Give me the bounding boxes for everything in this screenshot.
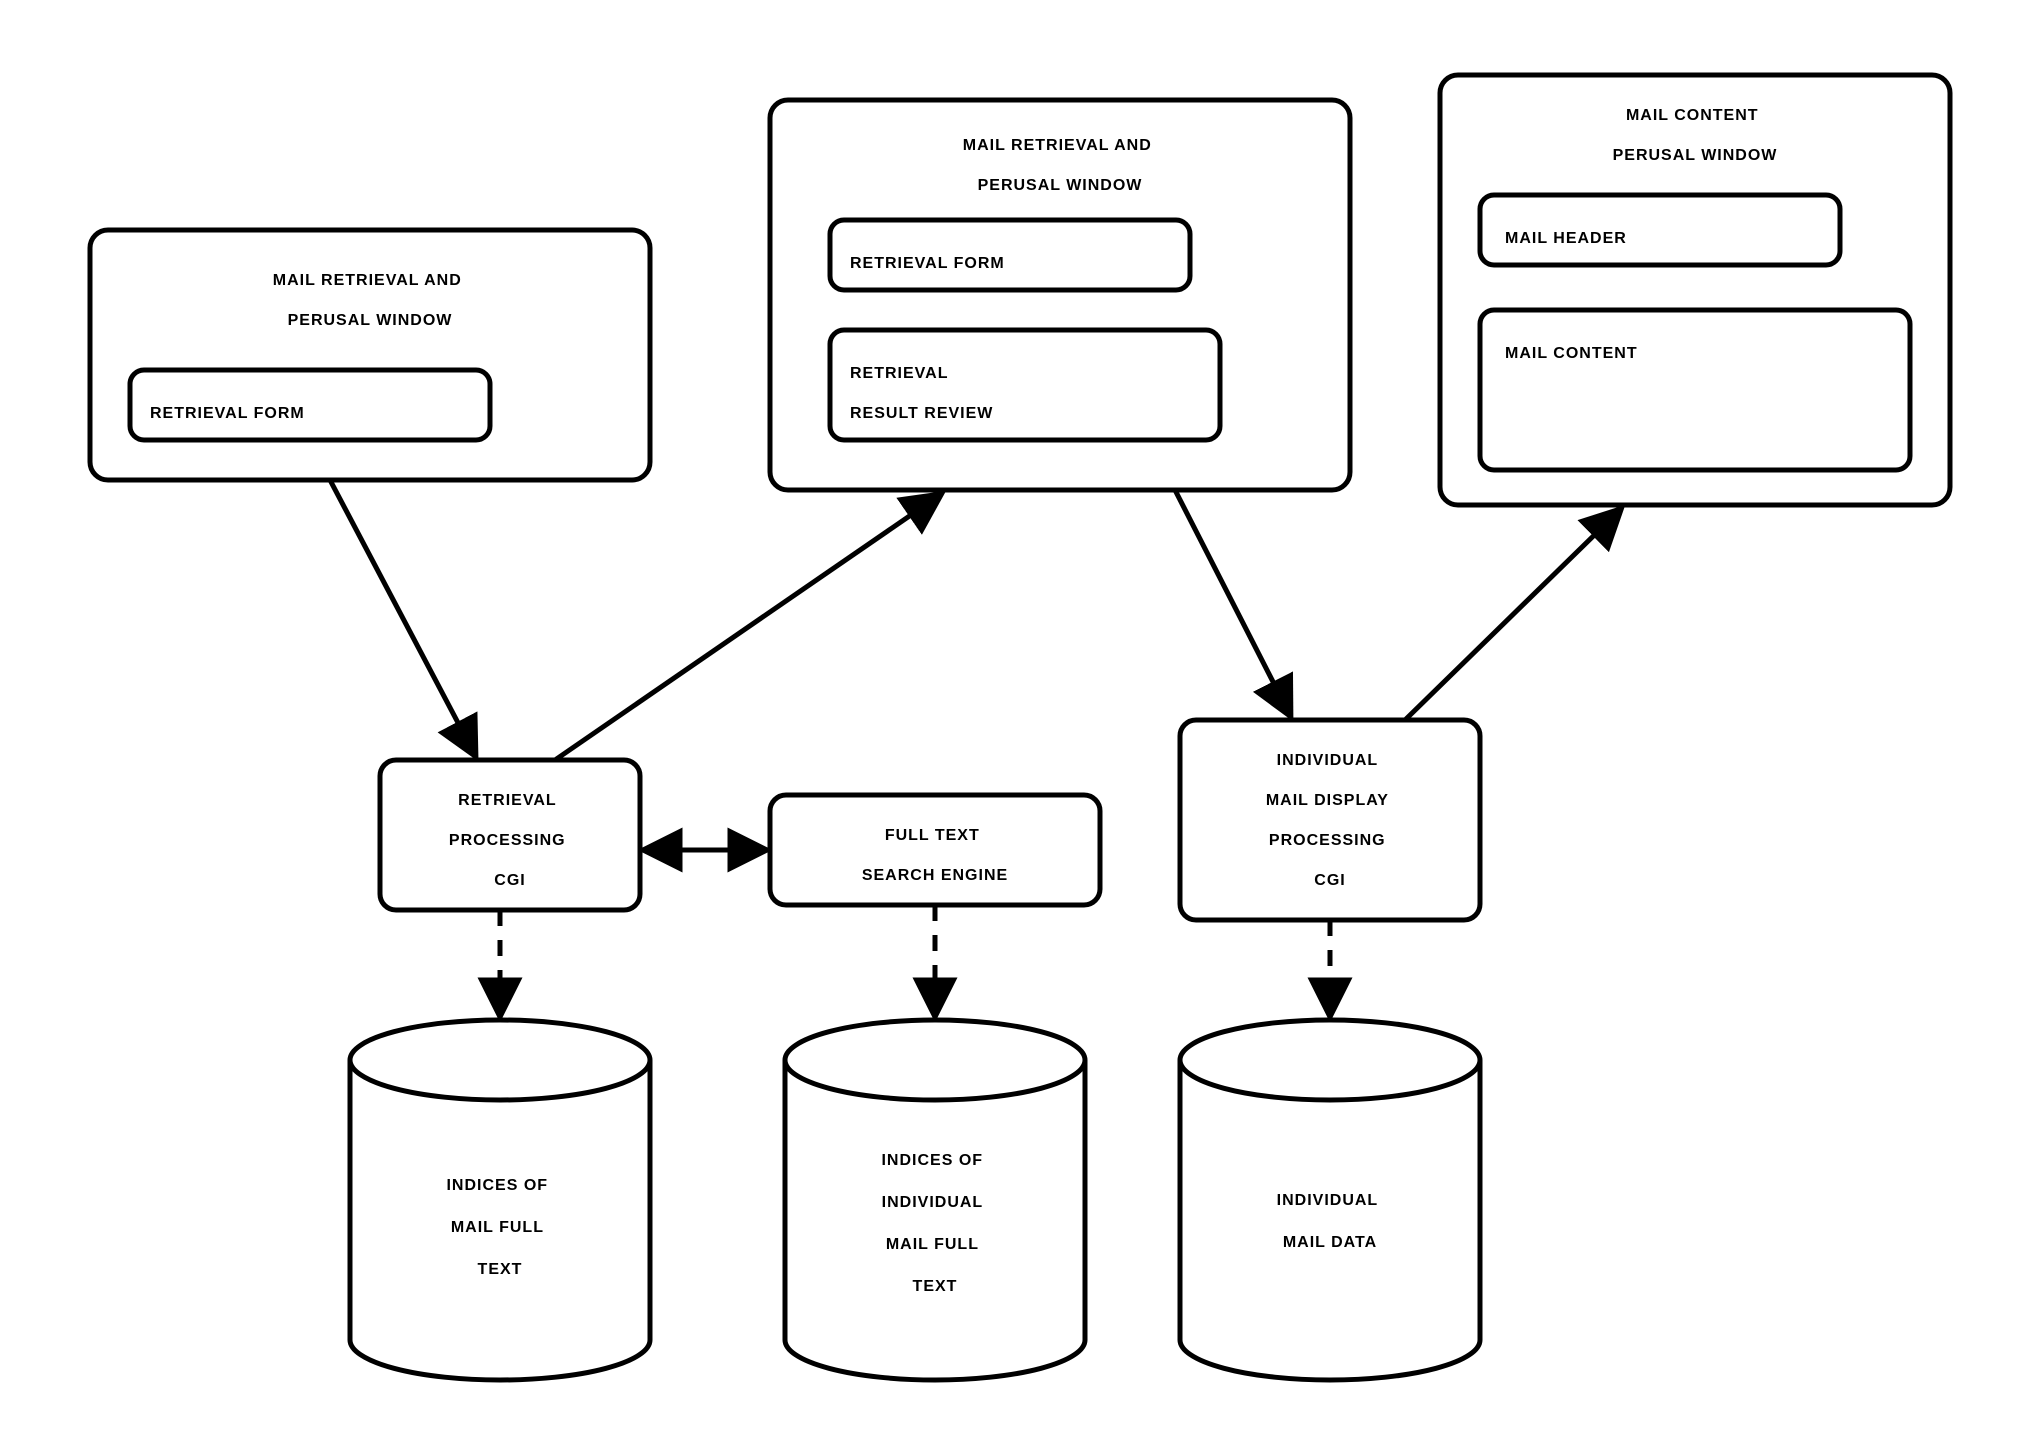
- svg-text:INDIVIDUAL MAIL DISPLAY: INDIVIDUAL MAIL DISPLAY PROCESSING CGI: [1266, 752, 1394, 889]
- diagram-canvas: MAIL RETRIEVAL AND PERUSAL WINDOW RETRIE…: [0, 0, 2038, 1442]
- search-engine-box: FULL TEXT SEARCH ENGINE: [770, 795, 1100, 905]
- cyl-left-line2: MAIL FULL: [451, 1219, 544, 1236]
- search-engine-line1: FULL TEXT: [885, 827, 980, 844]
- right-mail-header-label: MAIL HEADER: [1505, 230, 1627, 247]
- right-mail-content-box: [1480, 310, 1910, 470]
- center-result-review-line1: RETRIEVAL: [850, 365, 948, 382]
- window-center-title-line1: MAIL RETRIEVAL AND: [963, 137, 1152, 154]
- svg-text:RETRIEVAL RESULT REVIEW: RETRIEVAL RESULT REVIEW: [850, 365, 993, 422]
- window-right-title-line2: PERUSAL WINDOW: [1613, 147, 1778, 164]
- retrieval-cgi-line3: CGI: [494, 872, 525, 889]
- svg-text:INDICES OF MAIL FULL: INDICES OF MAIL FULL TEXT: [446, 1177, 553, 1278]
- cyl-center-line1: INDICES OF: [881, 1152, 983, 1169]
- cyl-center-line4: TEXT: [913, 1278, 958, 1295]
- svg-text:INDICES OF INDIVIDUAL: INDICES OF INDIVIDUAL MAIL FULL TEXT: [881, 1152, 988, 1295]
- edge-displaycgi-to-rightwin: [1405, 510, 1620, 720]
- edge-leftwin-to-cgi: [330, 480, 475, 755]
- edge-cgi-to-centerwin: [555, 495, 940, 760]
- right-mail-content-label: MAIL CONTENT: [1505, 345, 1638, 362]
- left-retrieval-form-label: RETRIEVAL FORM: [150, 405, 305, 422]
- cyl-right-line2: MAIL DATA: [1283, 1234, 1377, 1251]
- center-retrieval-form-label: RETRIEVAL FORM: [850, 255, 1005, 272]
- svg-text:RETRIEVAL PROCESSING: RETRIEVAL PROCESSING CGI: [449, 792, 571, 889]
- cyl-left-line3: TEXT: [478, 1261, 523, 1278]
- retrieval-cgi-line1: RETRIEVAL: [458, 792, 556, 809]
- cyl-center-line3: MAIL FULL: [886, 1236, 979, 1253]
- svg-text:MAIL RETRIEVAL AND PERUS: MAIL RETRIEVAL AND PERUSAL WINDOW: [963, 137, 1157, 194]
- cylinder-right: INDIVIDUAL MAIL DATA: [1180, 1020, 1480, 1380]
- mail-display-cgi-line3: PROCESSING: [1269, 832, 1386, 849]
- window-right-title-line1: MAIL CONTENT: [1626, 107, 1759, 124]
- cyl-left-line1: INDICES OF: [446, 1177, 548, 1194]
- window-left-title-line1: MAIL RETRIEVAL AND: [273, 272, 462, 289]
- cylinder-center: INDICES OF INDIVIDUAL MAIL FULL TEXT: [785, 1020, 1085, 1380]
- center-result-review-line2: RESULT REVIEW: [850, 405, 993, 422]
- window-center-title-line2: PERUSAL WINDOW: [978, 177, 1143, 194]
- svg-text:INDIVIDUAL MAIL DATA: INDIVIDUAL MAIL DATA: [1277, 1192, 1384, 1251]
- center-result-review-box: [830, 330, 1220, 440]
- cyl-right-line1: INDIVIDUAL: [1277, 1192, 1378, 1209]
- svg-text:MAIL RETRIEVAL AND PERUS: MAIL RETRIEVAL AND PERUSAL WINDOW: [273, 272, 467, 329]
- mail-display-cgi-line1: INDIVIDUAL: [1277, 752, 1378, 769]
- mail-display-cgi-box: INDIVIDUAL MAIL DISPLAY PROCESSING CGI: [1180, 720, 1480, 920]
- mail-display-cgi-line2: MAIL DISPLAY: [1266, 792, 1389, 809]
- search-engine-line2: SEARCH ENGINE: [862, 867, 1008, 884]
- svg-text:FULL TEXT SEARCH ENGINE: FULL TEXT SEARCH ENGINE: [862, 827, 1008, 884]
- cyl-center-line2: INDIVIDUAL: [882, 1194, 983, 1211]
- window-right: MAIL CONTENT PERUSAL WINDOW MAIL HEADER …: [1440, 75, 1950, 505]
- mail-display-cgi-line4: CGI: [1314, 872, 1345, 889]
- svg-text:MAIL CONTENT PERUSAL WIN: MAIL CONTENT PERUSAL WINDOW: [1613, 107, 1778, 164]
- retrieval-cgi-line2: PROCESSING: [449, 832, 566, 849]
- cylinder-left: INDICES OF MAIL FULL TEXT: [350, 1020, 650, 1380]
- window-left-title-line2: PERUSAL WINDOW: [288, 312, 453, 329]
- edge-centerwin-to-displaycgi: [1175, 490, 1290, 715]
- window-center: MAIL RETRIEVAL AND PERUSAL WINDOW RETRIE…: [770, 100, 1350, 490]
- window-left: MAIL RETRIEVAL AND PERUSAL WINDOW RETRIE…: [90, 230, 650, 480]
- retrieval-cgi-box: RETRIEVAL PROCESSING CGI: [380, 760, 640, 910]
